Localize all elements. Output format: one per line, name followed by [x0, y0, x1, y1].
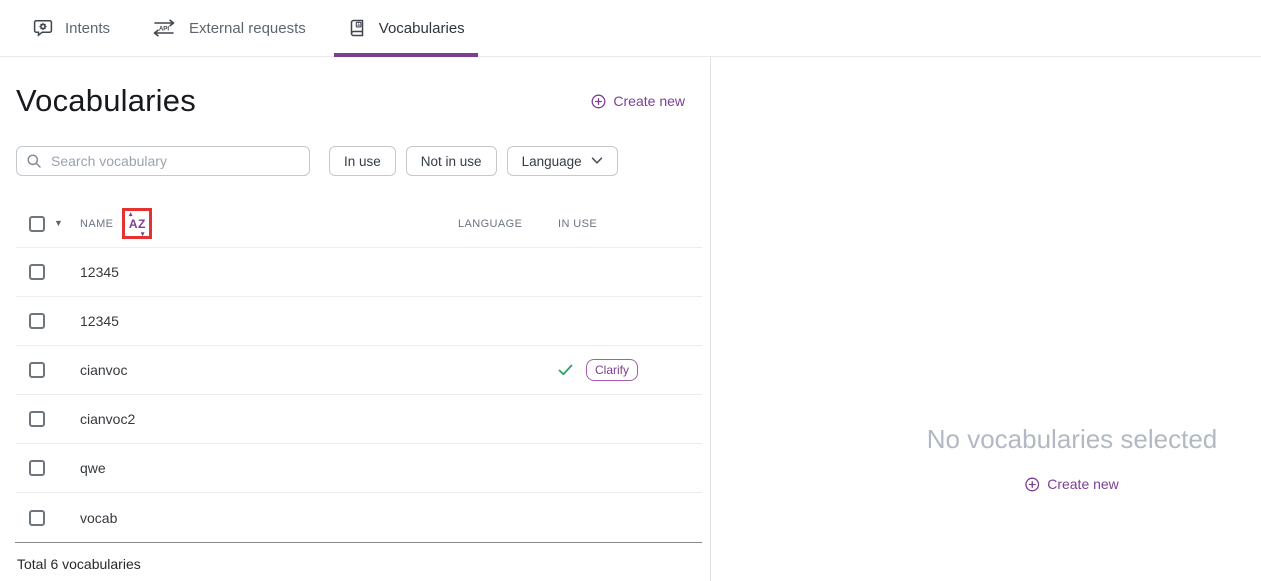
row-checkbox[interactable]	[29, 411, 45, 427]
table-row[interactable]: 12345	[16, 248, 702, 297]
empty-state-text: No vocabularies selected	[926, 424, 1218, 454]
table-row[interactable]: cianvoc2	[16, 395, 702, 444]
row-name: 12345	[80, 313, 119, 329]
create-new-label-right: Create new	[1047, 476, 1119, 492]
create-new-button-right[interactable]: Create new	[1025, 476, 1119, 492]
empty-state: No vocabularies selected Create new	[927, 424, 1218, 497]
search-icon	[26, 153, 42, 174]
detail-panel: No vocabularies selected Create new	[712, 57, 1261, 581]
table-header-row: ▼ NAME AZ LANGUAGE IN USE	[16, 200, 702, 248]
total-count-label: Total 6 vocabularies	[17, 556, 141, 572]
vocabularies-panel: Vocabularies Create new In use Not in us…	[0, 57, 711, 581]
clarify-chip[interactable]: Clarify	[586, 359, 639, 381]
row-name: cianvoc	[80, 362, 128, 378]
tab-vocabularies-label: Vocabularies	[378, 19, 465, 37]
tab-external-requests-label: External requests	[189, 19, 306, 37]
tab-intents-label: Intents	[65, 19, 111, 37]
in-use-check-icon	[558, 364, 573, 376]
row-name: cianvoc2	[80, 411, 136, 427]
row-name: qwe	[80, 460, 106, 476]
row-name: vocab	[80, 509, 118, 526]
select-menu-caret-icon[interactable]: ▼	[54, 218, 64, 228]
api-arrows-icon: API	[151, 18, 177, 38]
row-name: 12345	[80, 264, 119, 280]
filter-in-use-button[interactable]: In use	[329, 146, 396, 176]
table-row[interactable]: qwe	[16, 444, 702, 493]
plus-circle-icon	[1025, 477, 1040, 492]
column-header-in-use: IN USE	[558, 217, 598, 230]
tab-vocabularies[interactable]: A Vocabularies	[333, 0, 478, 57]
row-checkbox[interactable]	[29, 264, 45, 280]
vocabulary-book-icon: A	[347, 18, 367, 38]
chevron-down-icon	[591, 157, 603, 165]
row-checkbox[interactable]	[29, 313, 45, 329]
sort-az-icon[interactable]: AZ	[129, 211, 146, 238]
filter-not-in-use-label: Not in use	[420, 153, 482, 169]
svg-text:API: API	[159, 25, 170, 32]
search-input[interactable]	[16, 146, 310, 176]
select-all-checkbox[interactable]	[29, 215, 45, 232]
table-row[interactable]: vocab	[16, 493, 702, 542]
table-row[interactable]: cianvoc Clarify	[16, 346, 702, 395]
filter-not-in-use-button[interactable]: Not in use	[405, 146, 497, 176]
top-tab-bar: Intents API External requests A Vocabula…	[0, 0, 1261, 57]
intents-gear-bubble-icon	[33, 18, 53, 38]
table-footer-divider	[15, 542, 702, 543]
red-annotation-box: AZ	[122, 208, 153, 239]
svg-text:A: A	[357, 23, 360, 27]
vocab-table-body: 12345 12345	[16, 248, 702, 542]
vocabulary-table: ▼ NAME AZ LANGUAGE IN USE 12345	[16, 200, 702, 542]
column-header-language: LANGUAGE	[458, 217, 523, 230]
tab-external-requests[interactable]: API External requests	[138, 0, 319, 56]
filter-in-use-label: In use	[344, 153, 381, 169]
row-checkbox[interactable]	[29, 509, 45, 526]
row-checkbox[interactable]	[29, 460, 45, 476]
plus-circle-icon	[591, 94, 606, 109]
row-checkbox[interactable]	[29, 362, 45, 378]
create-new-button[interactable]: Create new	[591, 93, 685, 109]
tab-intents[interactable]: Intents	[20, 0, 123, 56]
create-new-label: Create new	[613, 93, 685, 109]
table-row[interactable]: 12345	[16, 297, 702, 346]
page-title: Vocabularies	[16, 83, 196, 118]
filter-language-dropdown[interactable]: Language	[506, 146, 618, 176]
column-header-name: NAME	[80, 217, 114, 230]
filter-language-label: Language	[521, 153, 582, 169]
